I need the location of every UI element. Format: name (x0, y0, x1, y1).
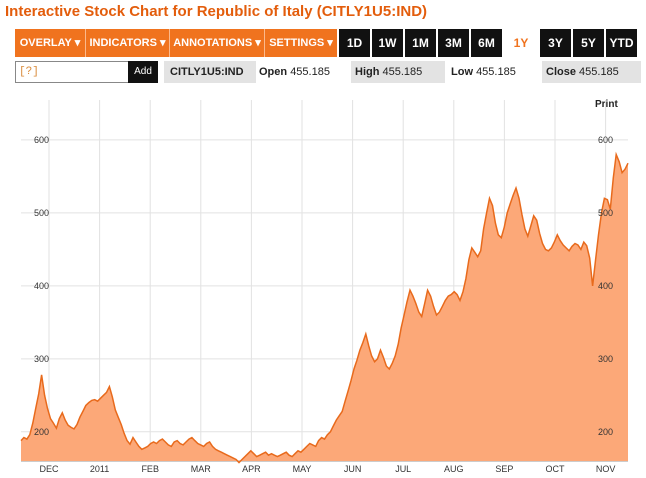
quote-bar: [?] Add CITLY1U5:IND Open 455.185 High 4… (15, 61, 641, 83)
x-tick-label: JUN (344, 464, 362, 474)
high-value: 455.185 (382, 66, 423, 78)
x-tick-label: 2011 (90, 464, 109, 474)
ticker-label: CITLY1U5:IND (164, 61, 256, 83)
x-tick-label: FEB (141, 464, 159, 474)
range-1y-button[interactable]: 1Y (504, 29, 538, 57)
annotations-menu-button[interactable]: ANNOTATIONS ▾ (170, 29, 265, 57)
print-link[interactable]: Print (595, 99, 618, 110)
y-tick-label-left: 200 (34, 427, 49, 437)
y-tick-label-left: 300 (34, 354, 49, 364)
x-tick-label: AUG (444, 464, 464, 474)
low-label: Low (451, 66, 473, 78)
high-label: High (355, 66, 380, 78)
add-symbol-button[interactable]: Add (128, 61, 158, 83)
y-tick-label-left: 500 (34, 208, 49, 218)
y-tick-label-right: 300 (598, 354, 613, 364)
x-tick-label: NOV (596, 464, 616, 474)
chart-toolbar: OVERLAY ▾ INDICATORS ▾ ANNOTATIONS ▾ SET… (15, 29, 641, 57)
low-quote: Low 455.185 (451, 61, 539, 83)
y-tick-label-left: 400 (34, 281, 49, 291)
x-tick-label: DEC (39, 464, 59, 474)
range-1d-button[interactable]: 1D (339, 29, 370, 57)
overlay-menu-button[interactable]: OVERLAY ▾ (15, 29, 86, 57)
open-value: 455.185 (290, 66, 330, 78)
x-tick-label: APR (242, 464, 261, 474)
range-5y-button[interactable]: 5Y (573, 29, 604, 57)
y-tick-label-left: 600 (34, 135, 49, 145)
low-value: 455.185 (476, 66, 516, 78)
x-tick-label: JUL (395, 464, 411, 474)
price-area (21, 154, 628, 463)
y-tick-label-right: 500 (598, 208, 613, 218)
range-6m-button[interactable]: 6M (471, 29, 502, 57)
range-1m-button[interactable]: 1M (405, 29, 436, 57)
x-tick-label: OCT (546, 464, 566, 474)
y-tick-label-right: 200 (598, 427, 613, 437)
indicators-menu-button[interactable]: INDICATORS ▾ (86, 29, 170, 57)
settings-menu-button[interactable]: SETTINGS ▾ (265, 29, 337, 57)
y-tick-label-right: 600 (598, 135, 613, 145)
range-3m-button[interactable]: 3M (438, 29, 469, 57)
open-quote: Open 455.185 (259, 61, 347, 83)
close-label: Close (546, 66, 576, 78)
page-title: Interactive Stock Chart for Republic of … (5, 3, 428, 20)
y-tick-label-right: 400 (598, 281, 613, 291)
x-tick-label: MAR (191, 464, 212, 474)
close-value: 455.185 (579, 66, 619, 78)
price-line (20, 151, 629, 464)
high-quote: High 455.185 (351, 61, 445, 83)
x-tick-label: MAY (293, 464, 312, 474)
x-tick-label: SEP (495, 464, 513, 474)
range-1w-button[interactable]: 1W (372, 29, 403, 57)
range-3y-button[interactable]: 3Y (540, 29, 571, 57)
range-ytd-button[interactable]: YTD (606, 29, 637, 57)
open-label: Open (259, 66, 288, 78)
close-quote: Close 455.185 (542, 61, 641, 83)
ticker-text: CITLY1U5:IND (170, 66, 244, 78)
